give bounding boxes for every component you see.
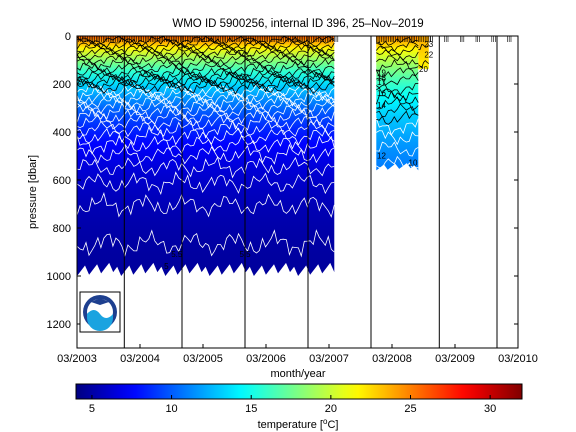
chart-title: WMO ID 5900256, internal ID 396, 25–Nov–… bbox=[172, 18, 423, 30]
contour-label: 5.5 bbox=[239, 250, 251, 259]
isotherm-line bbox=[418, 60, 430, 69]
colorbar-tick-label: 10 bbox=[165, 403, 177, 415]
isotherm-line bbox=[418, 43, 430, 51]
y-tick-label: 200 bbox=[53, 79, 71, 91]
y-tick-label: 800 bbox=[53, 223, 71, 235]
isotherm-line bbox=[376, 130, 419, 146]
isotherm-line bbox=[77, 70, 335, 86]
isotherm-line bbox=[77, 40, 335, 52]
isotherm-line bbox=[77, 156, 335, 179]
contour-label: 20 bbox=[419, 65, 428, 74]
x-tick-label: 03/2009 bbox=[435, 353, 475, 365]
y-tick-label: 1200 bbox=[47, 319, 71, 331]
colorbar-ticks: 5 10 15 20 25 30 bbox=[89, 395, 496, 415]
x-axis: 03/2003 03/2004 03/2005 03/2006 03/2007 03/20… bbox=[57, 344, 538, 365]
isotherm-line bbox=[77, 76, 335, 93]
isotherm-line bbox=[77, 229, 335, 258]
isotherm-line bbox=[77, 107, 335, 127]
contour-label: 16 bbox=[377, 89, 386, 98]
y-tick-label: 0 bbox=[65, 31, 71, 43]
colorbar-tick-label: 20 bbox=[325, 403, 337, 415]
isotherm-line bbox=[77, 102, 335, 120]
isotherm-line bbox=[77, 143, 335, 165]
contour-label: 12 bbox=[377, 151, 386, 160]
isotherm-line bbox=[376, 74, 419, 86]
isotherm-line bbox=[376, 59, 419, 73]
isotherm-line bbox=[376, 82, 419, 96]
colorbar-tick-label: 25 bbox=[404, 403, 416, 415]
temperature-segment bbox=[376, 36, 419, 171]
x-tick-label: 03/2007 bbox=[309, 353, 349, 365]
isotherm-line bbox=[77, 66, 335, 81]
isotherm-line bbox=[376, 155, 419, 169]
noaa-logo bbox=[79, 291, 121, 333]
isotherm-line bbox=[77, 112, 335, 131]
isotherm-line bbox=[77, 67, 335, 83]
contour-label: 17 bbox=[377, 78, 386, 87]
x-tick-label: 03/2003 bbox=[57, 353, 97, 365]
y-tick-label: 1000 bbox=[47, 271, 71, 283]
y-axis: 0 200 400 600 800 1000 1200 bbox=[47, 31, 518, 331]
x-axis-label: month/year bbox=[270, 368, 325, 380]
isotherm-line bbox=[375, 67, 419, 78]
isotherm-line bbox=[77, 60, 335, 75]
isotherm-line bbox=[376, 41, 419, 52]
contour-label: 14 bbox=[377, 101, 386, 110]
isotherm-line bbox=[376, 96, 419, 111]
contour-label: 5.5 bbox=[171, 250, 183, 259]
isotherm-line bbox=[77, 37, 335, 49]
contour-label: 10 bbox=[409, 159, 418, 168]
contour-label: 18 bbox=[377, 73, 386, 82]
isotherm-line bbox=[376, 55, 419, 65]
isotherm-line bbox=[77, 135, 335, 155]
profile-tick-marks bbox=[76, 36, 512, 42]
isotherm-line bbox=[375, 90, 419, 105]
x-tick-label: 03/2005 bbox=[183, 353, 223, 365]
colorbar-tick-label: 30 bbox=[484, 403, 496, 415]
isotherm-line bbox=[77, 78, 335, 95]
colorbar-tick-label: 5 bbox=[89, 403, 95, 415]
colorbar-fill bbox=[75, 383, 523, 400]
y-tick-label: 400 bbox=[53, 127, 71, 139]
isotherm-line bbox=[77, 45, 335, 59]
isotherm-line bbox=[77, 98, 335, 116]
x-tick-label: 03/2008 bbox=[372, 353, 412, 365]
profile-gap-lines bbox=[123, 36, 498, 348]
isotherm-line bbox=[376, 141, 419, 157]
y-axis-label: pressure [dbar] bbox=[27, 155, 39, 229]
isotherm-line bbox=[375, 45, 419, 56]
isotherm-line bbox=[77, 191, 335, 218]
contour-label: 22 bbox=[424, 51, 433, 60]
isotherm-line bbox=[77, 93, 335, 110]
colorbar-tick-label: 15 bbox=[245, 403, 257, 415]
isotherm-line bbox=[77, 73, 335, 89]
isotherm-line bbox=[376, 110, 419, 125]
isotherm-line bbox=[77, 119, 335, 139]
isotherm-line bbox=[77, 42, 335, 56]
plot-frame bbox=[76, 35, 519, 349]
contour-label: 5 bbox=[164, 262, 169, 271]
isotherm-line bbox=[77, 171, 335, 196]
isotherm-line bbox=[376, 87, 419, 101]
contour-label: 19 bbox=[377, 69, 386, 78]
x-tick-label: 03/2004 bbox=[120, 353, 160, 365]
isotherm-line bbox=[375, 117, 419, 136]
colorbar-label: temperature [oC] bbox=[258, 417, 339, 431]
y-tick-label: 600 bbox=[53, 175, 71, 187]
isotherm-line bbox=[77, 126, 335, 146]
isotherm-line bbox=[77, 90, 335, 107]
isotherm-line bbox=[77, 82, 335, 99]
colorbar: 5 10 15 20 25 30 bbox=[75, 383, 523, 415]
x-tick-label: 03/2010 bbox=[498, 353, 538, 365]
isotherm-contours bbox=[77, 36, 430, 258]
contour-label: 23 bbox=[424, 40, 433, 49]
x-tick-label: 03/2006 bbox=[246, 353, 286, 365]
